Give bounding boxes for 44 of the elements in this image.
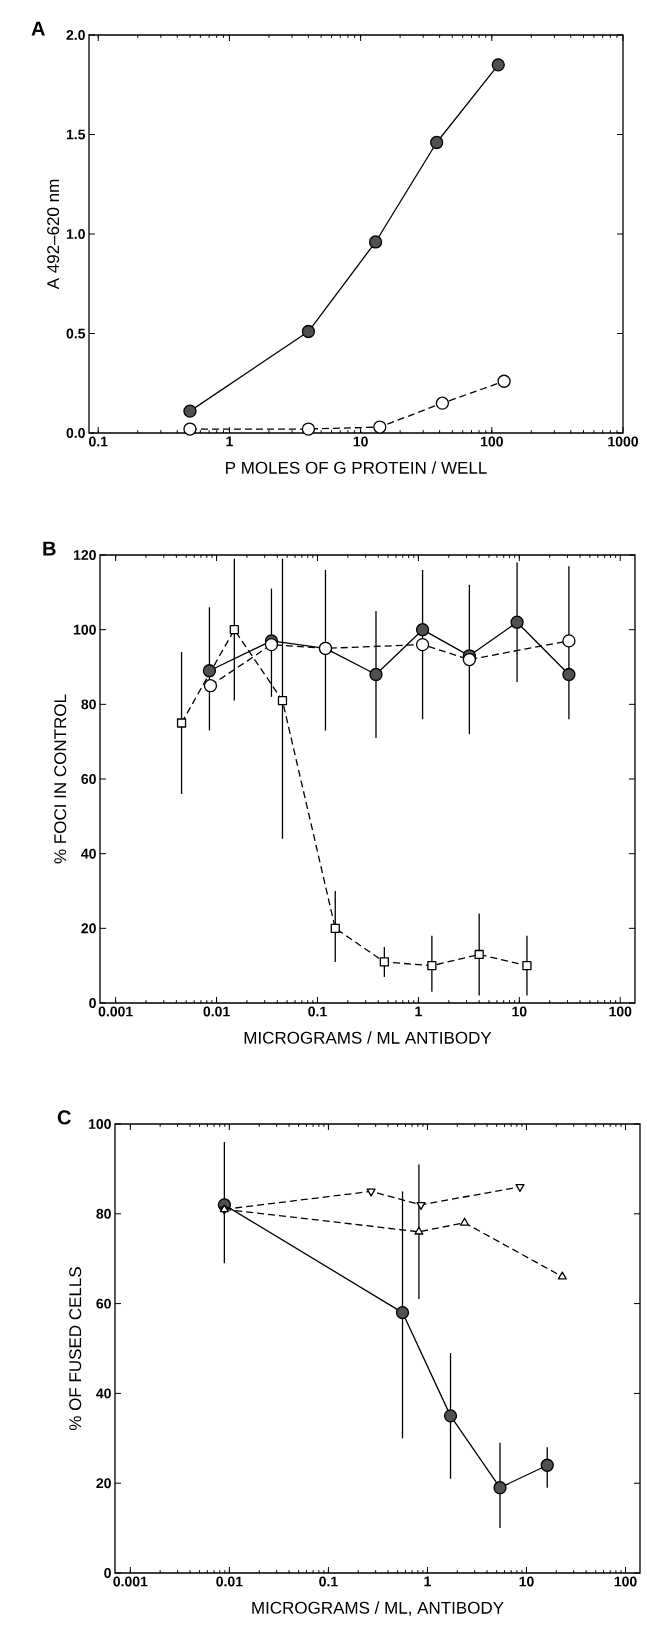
y-tick-label: 0.0 bbox=[66, 428, 85, 438]
y-tick-label: 40 bbox=[81, 848, 96, 859]
y-tick-label: 2.0 bbox=[66, 30, 85, 40]
y-tick-label: 1.0 bbox=[66, 229, 85, 239]
y-tick-label: 60 bbox=[81, 774, 96, 784]
x-tick-label: 0.001 bbox=[98, 1006, 133, 1017]
x-tick-label: 10 bbox=[519, 1576, 534, 1587]
x-tick-label: 100 bbox=[609, 1006, 632, 1017]
x-tick-label: 1 bbox=[415, 1006, 422, 1017]
chart-title: B bbox=[43, 541, 56, 556]
y-tick-label: 20 bbox=[81, 923, 96, 934]
x-tick-label: 1 bbox=[424, 1576, 431, 1587]
x-tick-label: 100 bbox=[614, 1576, 637, 1587]
x-tick-label: 1000 bbox=[608, 436, 638, 447]
x-tick-label: 0.01 bbox=[216, 1576, 243, 1587]
x-axis-title: P MOLES OF G PROTEIN / WELL bbox=[226, 461, 487, 474]
chart-title: C bbox=[57, 1110, 71, 1125]
x-tick-label: 0.01 bbox=[203, 1006, 230, 1017]
y-tick-label: 0 bbox=[89, 998, 96, 1008]
x-axis-title: MICROGRAMS / ML, ANTIBODY bbox=[252, 1601, 504, 1616]
x-tick-label: 0.1 bbox=[89, 436, 108, 447]
y-tick-label: 20 bbox=[96, 1478, 111, 1489]
y-tick-label: 80 bbox=[96, 1208, 111, 1219]
x-tick-label: 10 bbox=[353, 436, 368, 447]
y-tick-label: 0 bbox=[104, 1568, 111, 1578]
y-tick-label: 60 bbox=[96, 1298, 111, 1309]
x-tick-label: 0.1 bbox=[319, 1576, 338, 1587]
y-axis-title: A 492–620 nm bbox=[47, 179, 60, 290]
x-tick-label: 0.001 bbox=[113, 1576, 148, 1587]
x-tick-label: 0.1 bbox=[308, 1006, 327, 1017]
y-tick-label: 40 bbox=[96, 1388, 111, 1399]
y-axis-title: % FOCI IN CONTROL bbox=[54, 694, 67, 864]
x-tick-label: 100 bbox=[481, 436, 503, 447]
y-tick-label: 100 bbox=[88, 1119, 111, 1129]
y-tick-label: 0.5 bbox=[66, 328, 86, 339]
y-tick-label: 80 bbox=[81, 699, 96, 710]
y-axis-title: % OF FUSED CELLS bbox=[69, 1267, 82, 1431]
chart-title: A bbox=[31, 21, 45, 36]
y-tick-label: 1.5 bbox=[66, 129, 86, 140]
x-tick-label: 1 bbox=[226, 436, 233, 447]
x-axis-title: MICROGRAMS / ML ANTIBODY bbox=[244, 1031, 492, 1044]
y-tick-label: 100 bbox=[73, 624, 96, 635]
y-tick-label: 120 bbox=[73, 550, 96, 560]
x-tick-label: 10 bbox=[512, 1006, 527, 1017]
